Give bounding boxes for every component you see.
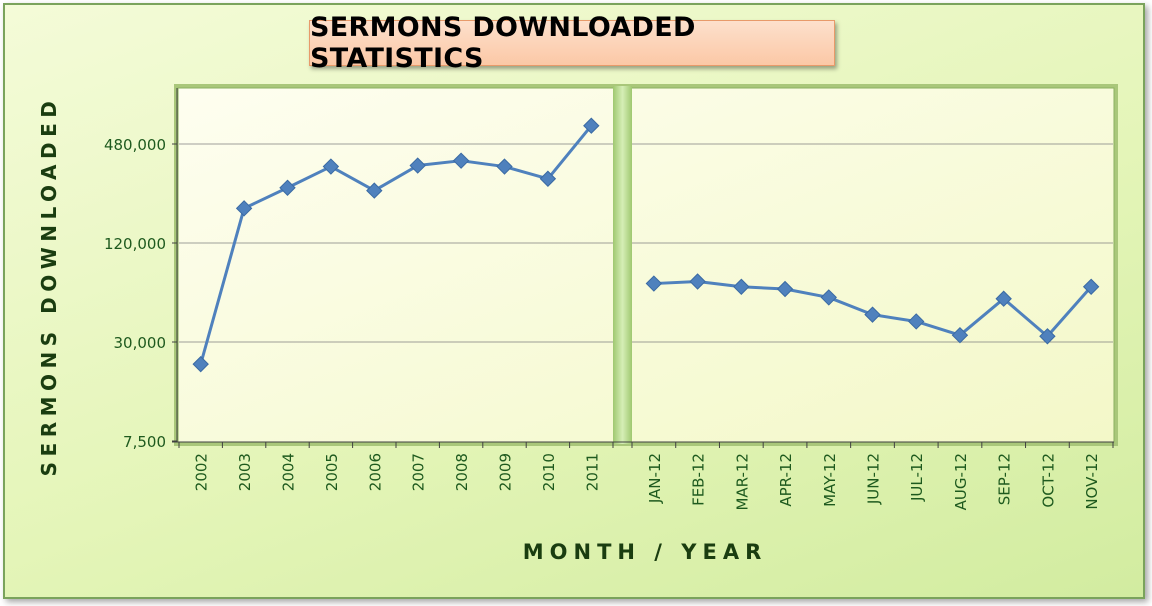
x-tick-label: JAN-12 bbox=[646, 453, 664, 504]
data-point-yearly-5 bbox=[409, 157, 426, 174]
x-tick-label: 2008 bbox=[453, 453, 471, 491]
data-point-monthly-9 bbox=[1039, 328, 1056, 345]
y-tick-label: 120,000 bbox=[104, 235, 166, 253]
data-markers bbox=[192, 117, 1100, 373]
x-tick-label: APR-12 bbox=[777, 453, 795, 507]
data-point-monthly-5 bbox=[864, 306, 881, 323]
data-point-yearly-7 bbox=[496, 158, 513, 175]
x-tick-label: MAY-12 bbox=[821, 453, 839, 507]
x-tick-label: NOV-12 bbox=[1083, 453, 1101, 510]
x-tick-label: 2007 bbox=[410, 453, 428, 491]
y-axis-title: SERMONS DOWNLOADED bbox=[37, 96, 61, 477]
gridlines bbox=[179, 143, 1113, 343]
data-point-yearly-1 bbox=[235, 200, 253, 217]
data-point-yearly-4 bbox=[366, 182, 383, 199]
x-tick-label: SEP-12 bbox=[996, 453, 1014, 505]
x-tick-label: 2010 bbox=[540, 453, 558, 491]
data-point-monthly-6 bbox=[908, 313, 925, 330]
data-point-monthly-3 bbox=[776, 280, 794, 298]
series-line-yearly bbox=[199, 124, 593, 365]
data-point-yearly-3 bbox=[322, 158, 340, 175]
x-tick-label: 2004 bbox=[280, 453, 298, 491]
y-tick-label: 7,500 bbox=[123, 433, 166, 451]
data-point-monthly-4 bbox=[820, 289, 837, 306]
x-tick-label: 2002 bbox=[193, 453, 211, 491]
x-tick-label: AUG-12 bbox=[952, 453, 970, 510]
panel-divider bbox=[613, 86, 632, 444]
plot-background bbox=[177, 87, 1115, 443]
x-tick-label: 2009 bbox=[497, 453, 515, 491]
data-point-yearly-0 bbox=[192, 355, 209, 373]
x-tick-label: FEB-12 bbox=[690, 453, 708, 506]
data-point-monthly-8 bbox=[995, 290, 1012, 307]
plot-area bbox=[174, 84, 1118, 446]
x-tick-label: MAR-12 bbox=[733, 453, 751, 511]
data-point-yearly-2 bbox=[279, 179, 296, 196]
data-point-monthly-0 bbox=[645, 275, 663, 292]
x-tick-label: 2006 bbox=[366, 453, 384, 491]
data-point-monthly-2 bbox=[733, 278, 750, 295]
data-point-monthly-1 bbox=[689, 273, 706, 290]
y-tick-label: 30,000 bbox=[114, 334, 167, 352]
data-point-monthly-7 bbox=[951, 326, 969, 344]
x-tick-label: 2011 bbox=[583, 453, 601, 491]
x-tick-label: JUN-12 bbox=[865, 453, 883, 505]
x-tick-label: 2003 bbox=[236, 453, 254, 491]
data-point-monthly-10 bbox=[1082, 278, 1100, 295]
x-tick-label: OCT-12 bbox=[1039, 453, 1057, 508]
data-point-yearly-6 bbox=[452, 152, 470, 169]
data-point-yearly-8 bbox=[539, 170, 557, 187]
axis-labels: 7,500 30,000 120,000 480,000 2002 2003 2004 200… bbox=[37, 96, 1101, 564]
y-tick-label: 480,000 bbox=[104, 136, 166, 154]
x-tick-label: JUL-12 bbox=[908, 453, 926, 502]
axes bbox=[172, 88, 1114, 448]
x-tick-label: 2005 bbox=[323, 453, 341, 491]
data-point-yearly-9 bbox=[583, 117, 600, 134]
x-axis-title: MONTH / YEAR bbox=[523, 540, 768, 564]
